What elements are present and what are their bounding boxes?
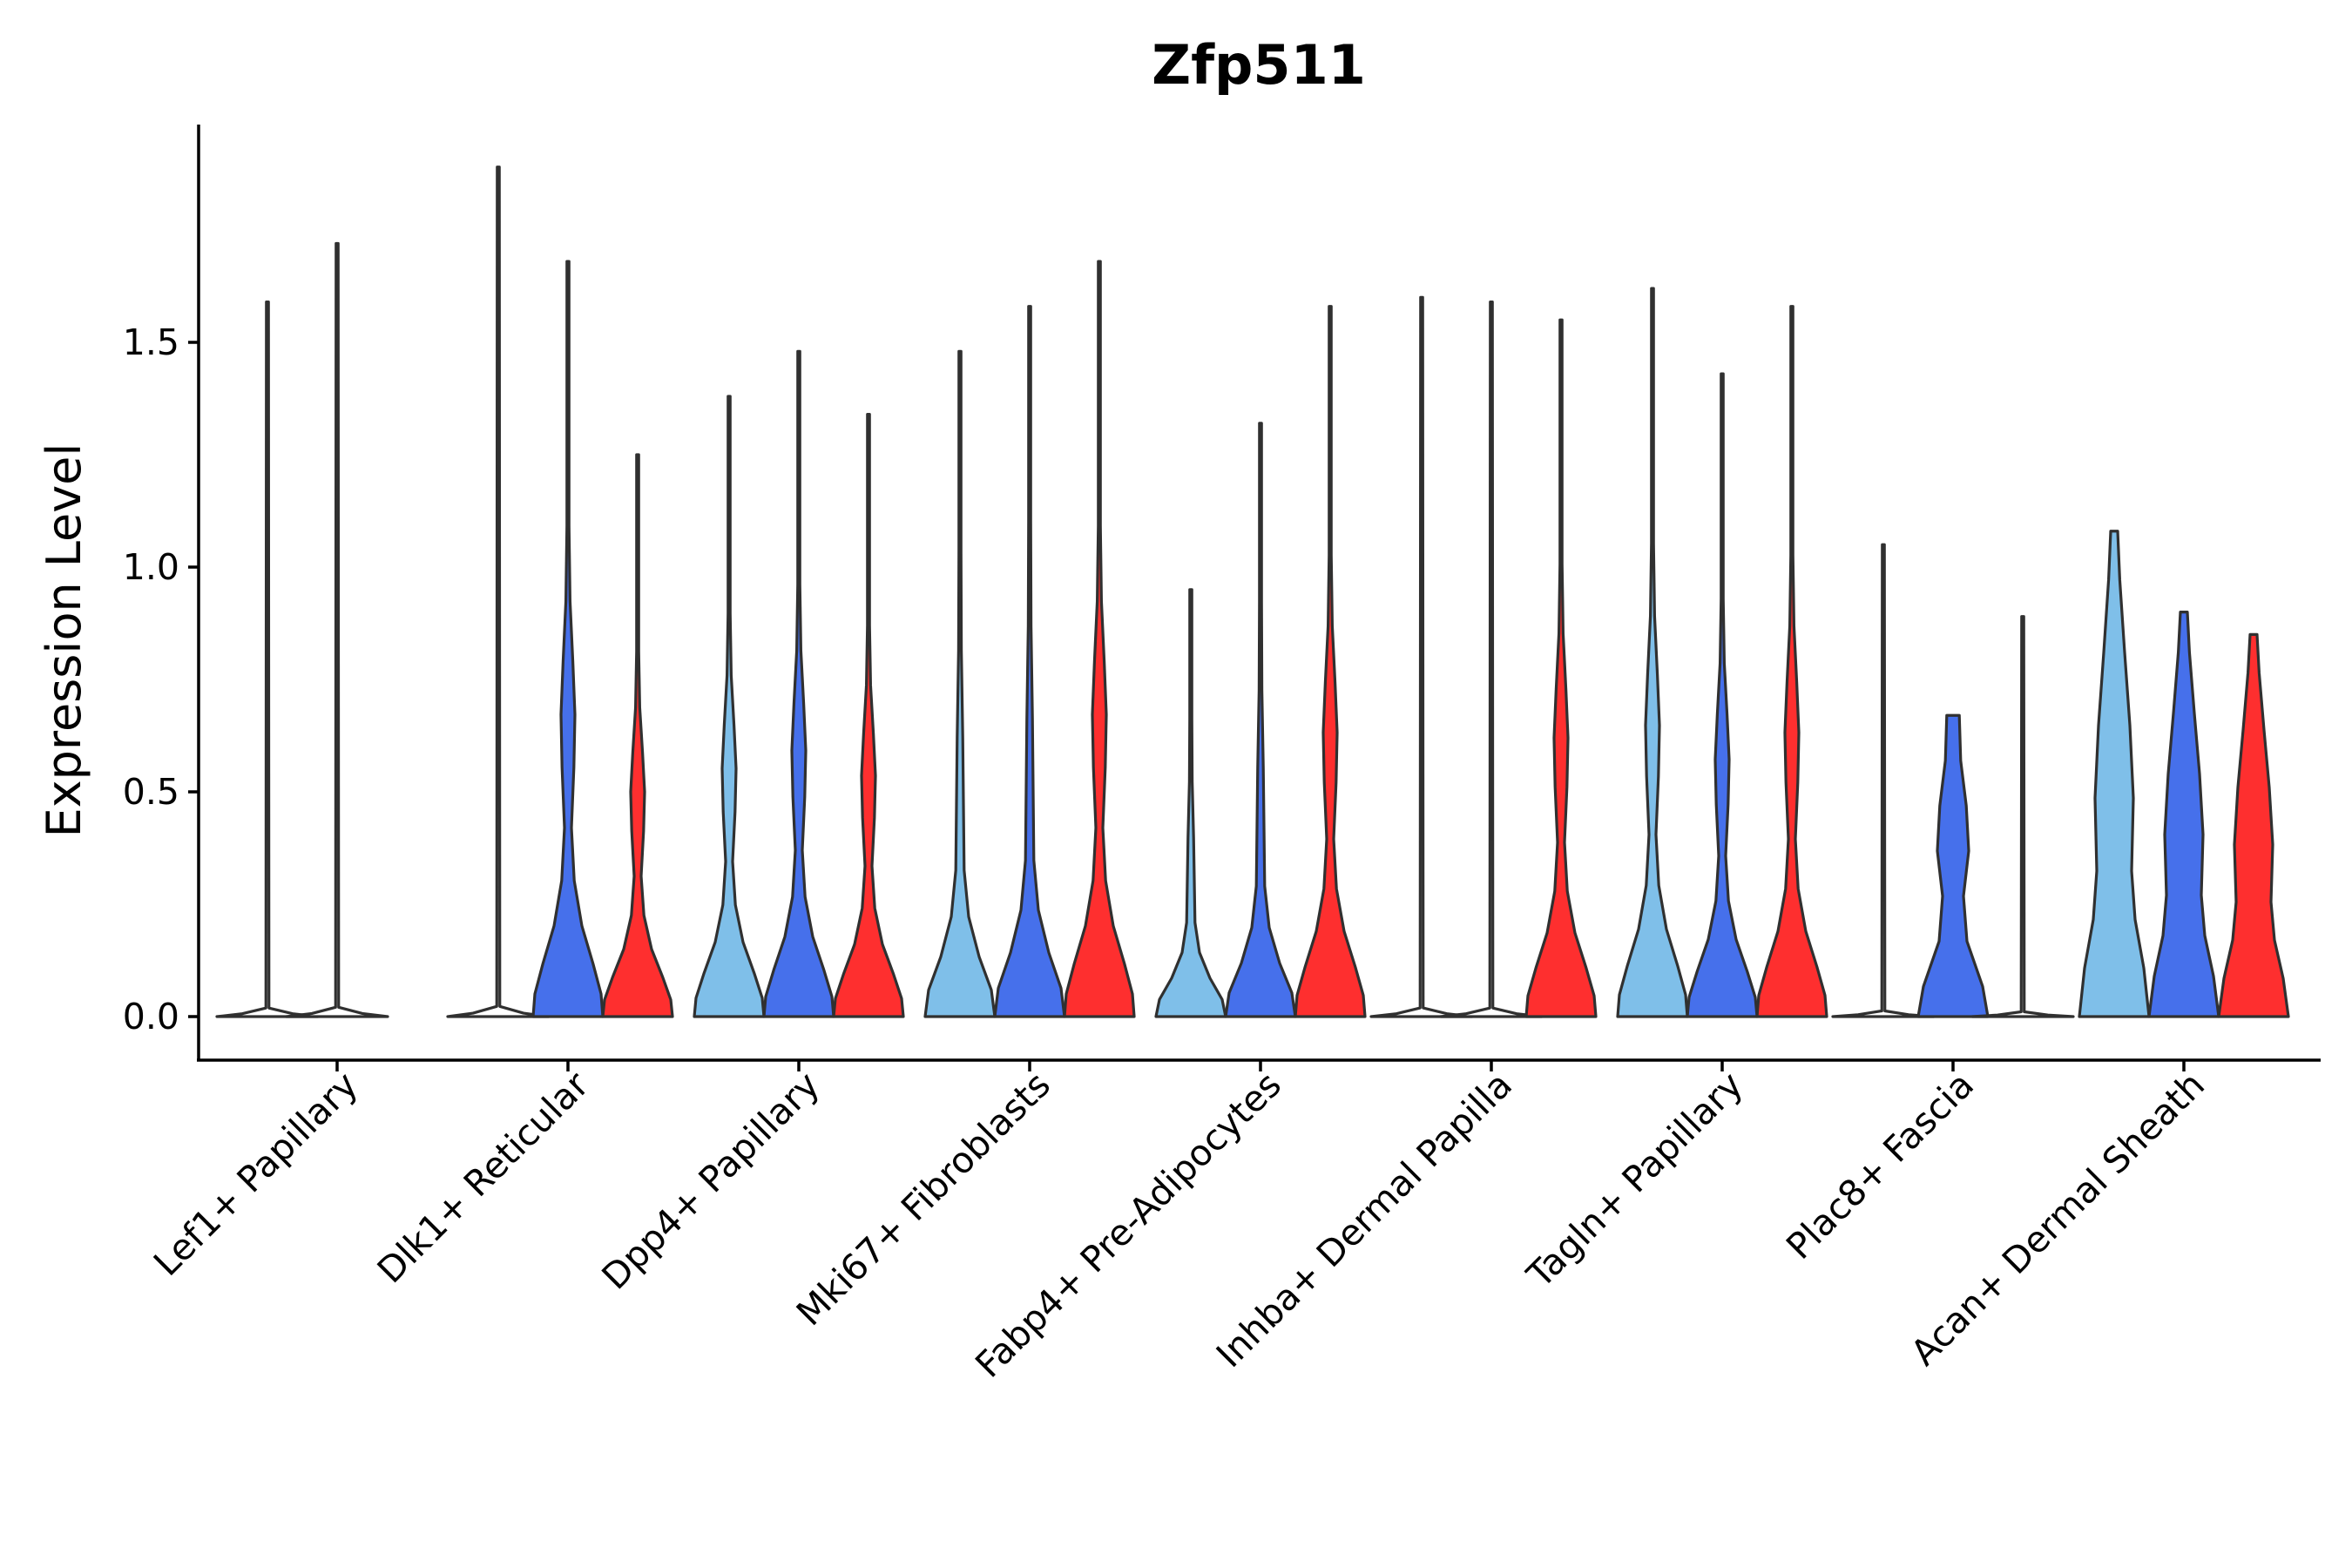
violin-group2 [1439, 300, 1544, 1018]
violin-group3 [1755, 305, 1828, 1018]
violin-group2 [1916, 713, 1990, 1018]
violin-group1 [693, 395, 766, 1018]
violin-group3 [832, 412, 905, 1018]
violin-group1 [2078, 530, 2151, 1018]
x-tick-label: Dlk1+ Reticular [369, 1064, 597, 1291]
violin-group2 [762, 349, 835, 1018]
violin-group3 [1063, 260, 1136, 1018]
violin-group1 [215, 300, 320, 1018]
violin-group2 [2147, 611, 2220, 1018]
violin-group2 [531, 260, 605, 1018]
violin-group3 [2217, 632, 2290, 1018]
violin-group2 [1686, 372, 1759, 1018]
violin-group1 [446, 166, 551, 1018]
y-tick-label: 1.0 [123, 546, 179, 588]
x-tick-label: Dpp4+ Papillary [594, 1064, 828, 1297]
violin-group1 [1616, 287, 1689, 1018]
violin-group1 [1154, 588, 1227, 1018]
violin-group2 [1224, 422, 1297, 1018]
violin-group3 [601, 453, 674, 1018]
violin-group3 [1294, 305, 1367, 1018]
y-tick-label: 1.5 [123, 321, 179, 363]
plot-area [215, 166, 2290, 1018]
violin-group1 [1369, 295, 1474, 1018]
violin-group3 [1970, 615, 2075, 1018]
violin-group3 [1524, 318, 1598, 1018]
x-tick-label: Mki67+ Fibroblasts [788, 1064, 1058, 1334]
violin-group1 [923, 349, 997, 1018]
violin-group2 [993, 305, 1066, 1018]
violin-group1 [1831, 543, 1936, 1018]
y-ticks: 0.0 0.5 1.0 1.5 [123, 321, 199, 1037]
y-tick-label: 0.0 [123, 996, 179, 1037]
x-tick-label: Tagln+ Papillary [1518, 1064, 1751, 1296]
chart-title: Zfp511 [1152, 33, 1366, 97]
x-tick-label: Lef1+ Papillary [145, 1064, 366, 1284]
violin-group2 [285, 241, 389, 1018]
y-tick-label: 0.5 [123, 771, 179, 813]
x-tick-label: Plac8+ Fascia [1778, 1064, 1982, 1267]
y-axis-label: Expression Level [37, 443, 91, 838]
